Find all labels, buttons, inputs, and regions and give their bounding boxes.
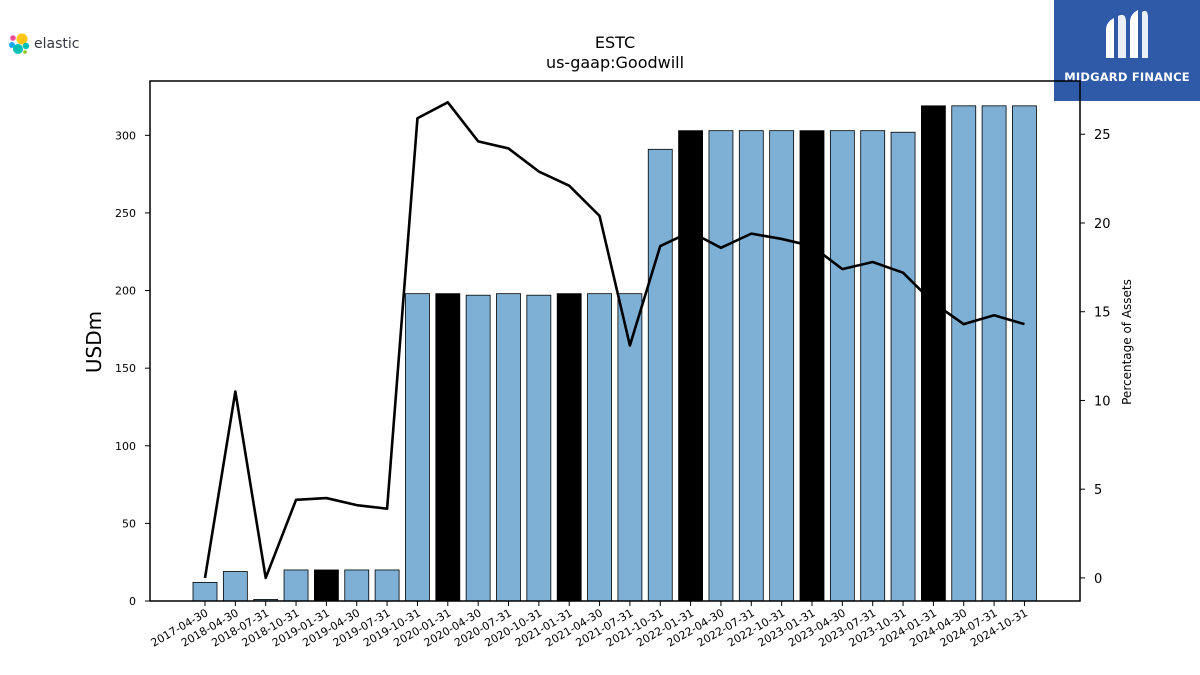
bar-2020-10-31 — [526, 294, 552, 602]
bar-2022-07-31 — [738, 130, 764, 602]
bar-2023-07-31 — [860, 130, 886, 602]
bar-2020-04-30 — [465, 294, 491, 602]
bar-2024-10-31 — [1012, 105, 1037, 602]
y2-tick-label: 15 — [1094, 306, 1111, 321]
y-tick-label: 250 — [115, 207, 136, 220]
y-tick-label: 0 — [129, 595, 136, 608]
midgard-logo-text: MIDGARD FINANCE — [1064, 70, 1190, 84]
bar-2023-04-30 — [829, 130, 855, 602]
percentage-of-assets-line — [203, 100, 1025, 580]
plot-frame — [149, 80, 1081, 602]
y2-tick-label: 5 — [1094, 483, 1102, 498]
y2-axis-label: Percentage of Assets — [1120, 279, 1134, 405]
bar-2020-01-31 — [435, 293, 461, 602]
y2-tick-label: 10 — [1094, 394, 1111, 409]
bar-2019-07-31 — [374, 569, 400, 602]
elastic-logo-text: elastic — [34, 36, 80, 52]
bar-2023-01-31 — [799, 130, 825, 602]
bar-2020-07-31 — [496, 293, 521, 602]
elastic-logo-icon — [9, 33, 30, 54]
bar-2019-04-30 — [344, 569, 370, 602]
bar-2024-01-31 — [921, 105, 946, 602]
chart-title: ESTC — [595, 33, 635, 52]
chart-subtitle: us-gaap:Goodwill — [546, 53, 684, 72]
bars-group — [192, 105, 1037, 602]
bar-2018-10-31 — [283, 569, 309, 602]
y2-tick-label: 25 — [1094, 128, 1111, 143]
y-axis-label: USDm — [82, 311, 106, 373]
line-group — [203, 100, 1025, 580]
y-tick-label: 150 — [115, 362, 136, 375]
bar-2017-04-30 — [192, 581, 218, 602]
y-tick-label: 100 — [115, 440, 136, 453]
bar-2019-01-31 — [313, 569, 339, 602]
y2-tick-label: 0 — [1094, 572, 1102, 587]
bar-2022-10-31 — [769, 130, 795, 602]
y-tick-label: 50 — [122, 517, 136, 530]
bar-2024-07-31 — [981, 105, 1007, 602]
bar-2019-10-31 — [405, 293, 430, 602]
bar-2021-10-31 — [647, 148, 673, 602]
bar-2023-10-31 — [890, 131, 916, 602]
bar-2021-04-30 — [587, 293, 612, 602]
bar-2018-04-30 — [222, 571, 248, 602]
bar-2021-01-31 — [556, 293, 582, 602]
bar-2022-01-31 — [678, 130, 703, 602]
y-tick-label: 200 — [115, 285, 136, 298]
y-tick-label: 300 — [115, 129, 136, 142]
y2-tick-label: 20 — [1094, 217, 1111, 232]
bar-2022-04-30 — [708, 130, 734, 602]
midgard-logo-icon — [1106, 10, 1148, 58]
midgard-finance-logo: MIDGARD FINANCE — [1054, 0, 1200, 101]
bar-2024-04-30 — [951, 105, 977, 602]
elastic-logo: elastic — [8, 31, 79, 57]
